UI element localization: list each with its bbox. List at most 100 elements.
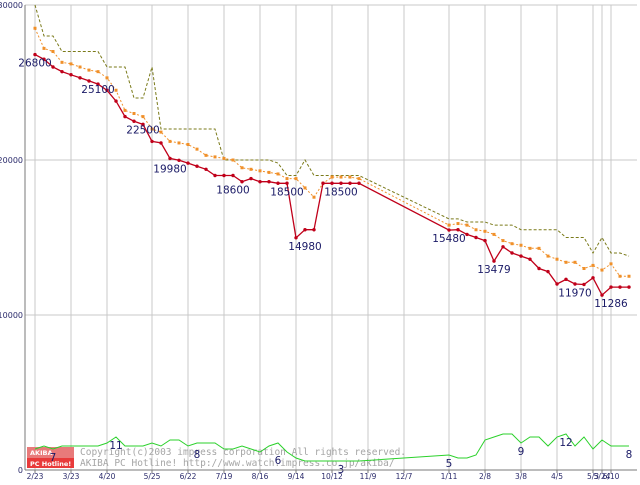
data-point bbox=[78, 65, 82, 69]
logo-bottom-text: PC Hotline! bbox=[30, 460, 71, 468]
x-tick-label: 7/19 bbox=[216, 472, 233, 480]
data-point bbox=[555, 257, 559, 261]
count-label: 12 bbox=[559, 437, 572, 449]
data-point bbox=[492, 259, 496, 263]
data-point bbox=[339, 175, 343, 179]
count-label: 11 bbox=[109, 440, 122, 452]
data-point bbox=[51, 50, 55, 53]
series-shop-count bbox=[34, 433, 629, 462]
price-label: 11970 bbox=[558, 287, 591, 299]
data-point bbox=[168, 139, 172, 143]
data-point bbox=[231, 173, 235, 178]
data-point bbox=[537, 266, 541, 271]
data-point bbox=[132, 119, 136, 123]
data-point bbox=[249, 176, 253, 181]
data-point bbox=[609, 285, 613, 289]
data-point bbox=[69, 73, 73, 77]
data-point bbox=[303, 186, 307, 190]
price-label: 18500 bbox=[324, 186, 357, 198]
price-label: 18600 bbox=[216, 185, 249, 197]
data-point bbox=[456, 222, 460, 226]
data-point bbox=[150, 139, 154, 144]
data-point bbox=[159, 141, 163, 145]
data-point bbox=[42, 57, 46, 61]
data-point bbox=[591, 276, 595, 280]
data-point bbox=[618, 285, 622, 289]
data-point bbox=[231, 158, 235, 162]
data-point bbox=[573, 282, 577, 286]
x-tick-label: 6/10 bbox=[603, 472, 620, 480]
data-point bbox=[60, 60, 64, 64]
price-label: 25100 bbox=[81, 84, 114, 96]
data-point bbox=[69, 62, 73, 66]
data-point bbox=[348, 175, 352, 179]
price-label: 19980 bbox=[153, 163, 186, 175]
data-point bbox=[276, 181, 280, 185]
akiba-logo: AKIBA PC Hotline! bbox=[27, 447, 74, 468]
data-point bbox=[240, 180, 244, 184]
x-tick-label: 1/11 bbox=[441, 472, 458, 480]
data-point bbox=[555, 282, 559, 286]
data-point bbox=[258, 169, 262, 173]
price-label: 18500 bbox=[270, 186, 303, 198]
logo-top-text: AKIBA bbox=[30, 449, 52, 457]
data-point bbox=[627, 285, 631, 289]
data-point bbox=[546, 269, 550, 274]
x-tick-label: 5/3 bbox=[587, 472, 599, 480]
y-tick-label: 0 bbox=[18, 466, 23, 475]
data-point bbox=[204, 153, 208, 157]
series bbox=[33, 4, 631, 462]
data-point bbox=[267, 180, 271, 184]
data-point bbox=[321, 181, 325, 185]
data-point bbox=[564, 277, 568, 282]
series-line bbox=[34, 4, 630, 257]
data-point bbox=[582, 267, 586, 270]
data-point bbox=[528, 246, 532, 250]
x-tick-label: 4/5 bbox=[551, 472, 563, 480]
data-point bbox=[141, 122, 145, 127]
data-point bbox=[501, 245, 505, 249]
data-point bbox=[51, 65, 55, 69]
data-point bbox=[177, 158, 181, 163]
data-point bbox=[519, 243, 523, 247]
data-point bbox=[114, 88, 118, 92]
data-point bbox=[357, 177, 361, 181]
data-point bbox=[573, 260, 577, 264]
price-label: 11286 bbox=[594, 298, 628, 310]
series-line bbox=[34, 28, 629, 277]
data-point bbox=[123, 114, 127, 119]
x-tick-label: 3/8 bbox=[515, 472, 527, 480]
x-tick-label: 4/20 bbox=[99, 472, 116, 480]
data-point bbox=[276, 172, 280, 176]
data-point bbox=[213, 173, 217, 178]
data-point bbox=[564, 260, 568, 264]
y-tick-label: 10000 bbox=[0, 311, 23, 320]
data-point bbox=[96, 82, 100, 86]
data-point bbox=[483, 229, 487, 233]
series-line bbox=[34, 54, 629, 297]
data-point bbox=[447, 228, 451, 232]
data-point bbox=[330, 175, 334, 179]
data-point bbox=[600, 293, 604, 297]
data-point bbox=[78, 76, 82, 80]
data-point bbox=[348, 181, 352, 185]
site-url-text: AKIBA PC Hotline! http://www.watch.impre… bbox=[80, 458, 395, 469]
price-label: 26800 bbox=[18, 58, 51, 70]
data-point bbox=[105, 88, 109, 92]
data-point bbox=[483, 238, 487, 243]
count-label: 8 bbox=[626, 449, 633, 461]
series-line bbox=[34, 433, 629, 462]
data-point bbox=[519, 254, 523, 258]
data-point bbox=[159, 130, 163, 134]
data-point bbox=[33, 52, 37, 57]
data-point bbox=[456, 228, 460, 232]
data-point bbox=[195, 147, 199, 151]
x-tick-label: 8/16 bbox=[252, 472, 269, 480]
x-tick-label: 6/22 bbox=[180, 472, 197, 480]
data-point bbox=[123, 108, 127, 112]
data-labels: 26800 25100 22500 19980 18600 18500 14980 18500… bbox=[18, 58, 632, 476]
data-point bbox=[447, 223, 451, 227]
x-tick-label: 2/23 bbox=[27, 472, 44, 480]
